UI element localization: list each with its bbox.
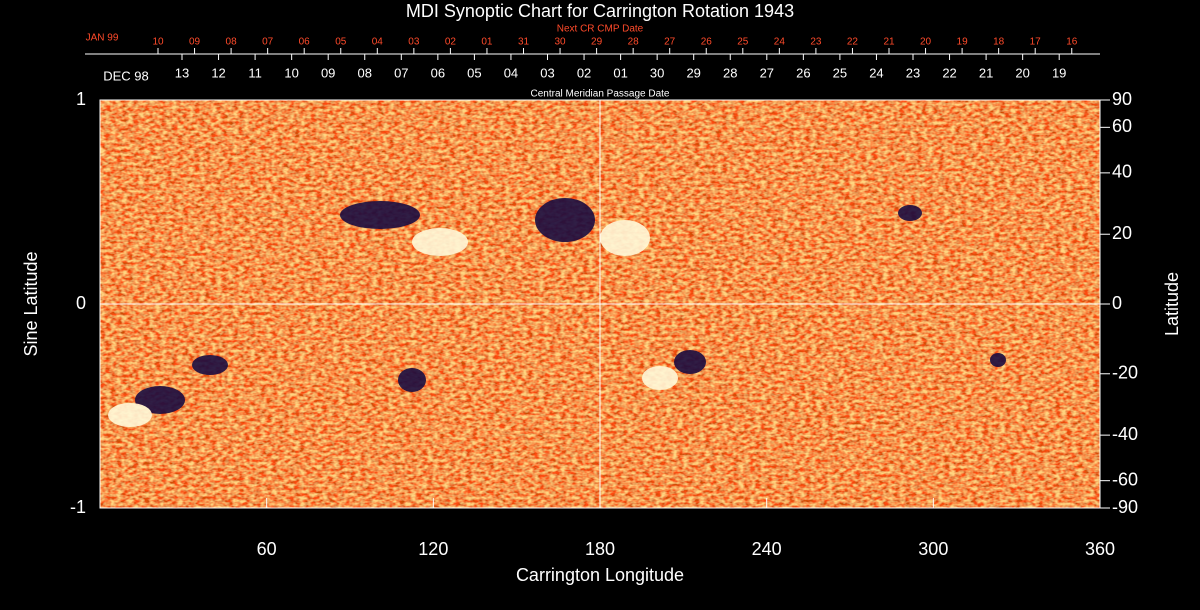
date-label: 21 <box>883 37 895 48</box>
active-regions <box>108 198 1006 427</box>
y2-tick-label: -90 <box>1112 497 1138 517</box>
date-axis-label: Central Meridian Passage Date <box>531 89 670 100</box>
x-tick-label: 300 <box>918 539 948 559</box>
date-label: 11 <box>248 65 262 80</box>
date-label: 19 <box>957 37 969 48</box>
y2-tick-label: 40 <box>1112 162 1132 182</box>
date-label: 17 <box>1030 37 1042 48</box>
date-label: 09 <box>321 65 335 80</box>
date-label: 05 <box>467 65 481 80</box>
date-label: 02 <box>577 65 591 80</box>
date-label: 19 <box>1052 65 1066 80</box>
date-label: 26 <box>701 37 713 48</box>
date-label: 24 <box>869 65 883 80</box>
date-label: 23 <box>810 37 822 48</box>
date-label: 25 <box>737 37 749 48</box>
x-axis-label: Carrington Longitude <box>516 565 684 585</box>
date-label: 08 <box>358 65 372 80</box>
x-tick-label: 360 <box>1085 539 1115 559</box>
date-label: 01 <box>481 37 493 48</box>
date-label: 22 <box>942 65 956 80</box>
date-label: 06 <box>299 37 311 48</box>
y-axis-label: Sine Latitude <box>21 251 41 356</box>
date-label: 20 <box>920 37 932 48</box>
date-label: 27 <box>760 65 774 80</box>
y2-tick-label: 0 <box>1112 293 1122 313</box>
chart-title: MDI Synoptic Chart for Carrington Rotati… <box>406 1 794 21</box>
date-label: 06 <box>431 65 445 80</box>
date-label: 03 <box>408 37 420 48</box>
date-label: 07 <box>262 37 274 48</box>
date-label: 23 <box>906 65 920 80</box>
date-label: 30 <box>650 65 664 80</box>
date-label: 29 <box>591 37 603 48</box>
date-label: 29 <box>686 65 700 80</box>
y2-axis-label: Latitude <box>1162 272 1182 336</box>
y2-tick-label: 60 <box>1112 116 1132 136</box>
top-axis-label: Next CR CMP Date <box>557 24 644 35</box>
date-label: 30 <box>554 37 566 48</box>
date-label: 09 <box>189 37 201 48</box>
y-tick-label: 0 <box>76 293 86 313</box>
date-label: 25 <box>833 65 847 80</box>
date-label: 22 <box>847 37 859 48</box>
date-label: 05 <box>335 37 347 48</box>
y2-tick-label: 20 <box>1112 223 1132 243</box>
date-label: 18 <box>993 37 1005 48</box>
date-label: 02 <box>445 37 457 48</box>
y2-tick-label: -40 <box>1112 424 1138 444</box>
date-label: 07 <box>394 65 408 80</box>
date-label: 04 <box>504 65 518 80</box>
date-axis-start: DEC 98 <box>103 68 149 83</box>
date-label: 20 <box>1015 65 1029 80</box>
date-label: 13 <box>175 65 189 80</box>
x-tick-label: 180 <box>585 539 615 559</box>
date-label: 01 <box>613 65 627 80</box>
date-label: 24 <box>774 37 786 48</box>
date-label: 04 <box>372 37 384 48</box>
date-label: 31 <box>518 37 530 48</box>
date-label: 12 <box>211 65 225 80</box>
x-tick-label: 120 <box>418 539 448 559</box>
y2-tick-label: 90 <box>1112 89 1132 109</box>
x-tick-label: 240 <box>752 539 782 559</box>
date-label: 16 <box>1066 37 1078 48</box>
y-tick-label: -1 <box>70 497 86 517</box>
date-label: 21 <box>979 65 993 80</box>
date-label: 28 <box>723 65 737 80</box>
top-axis-start: JAN 99 <box>86 33 119 44</box>
y-tick-label: 1 <box>76 89 86 109</box>
x-tick-label: 60 <box>257 539 277 559</box>
date-label: 08 <box>226 37 238 48</box>
date-label: 10 <box>152 37 164 48</box>
y2-tick-label: -60 <box>1112 469 1138 489</box>
date-label: 10 <box>284 65 298 80</box>
date-label: 27 <box>664 37 676 48</box>
y2-tick-label: -20 <box>1112 363 1138 383</box>
date-label: 26 <box>796 65 810 80</box>
date-label: 28 <box>628 37 640 48</box>
date-label: 03 <box>540 65 554 80</box>
